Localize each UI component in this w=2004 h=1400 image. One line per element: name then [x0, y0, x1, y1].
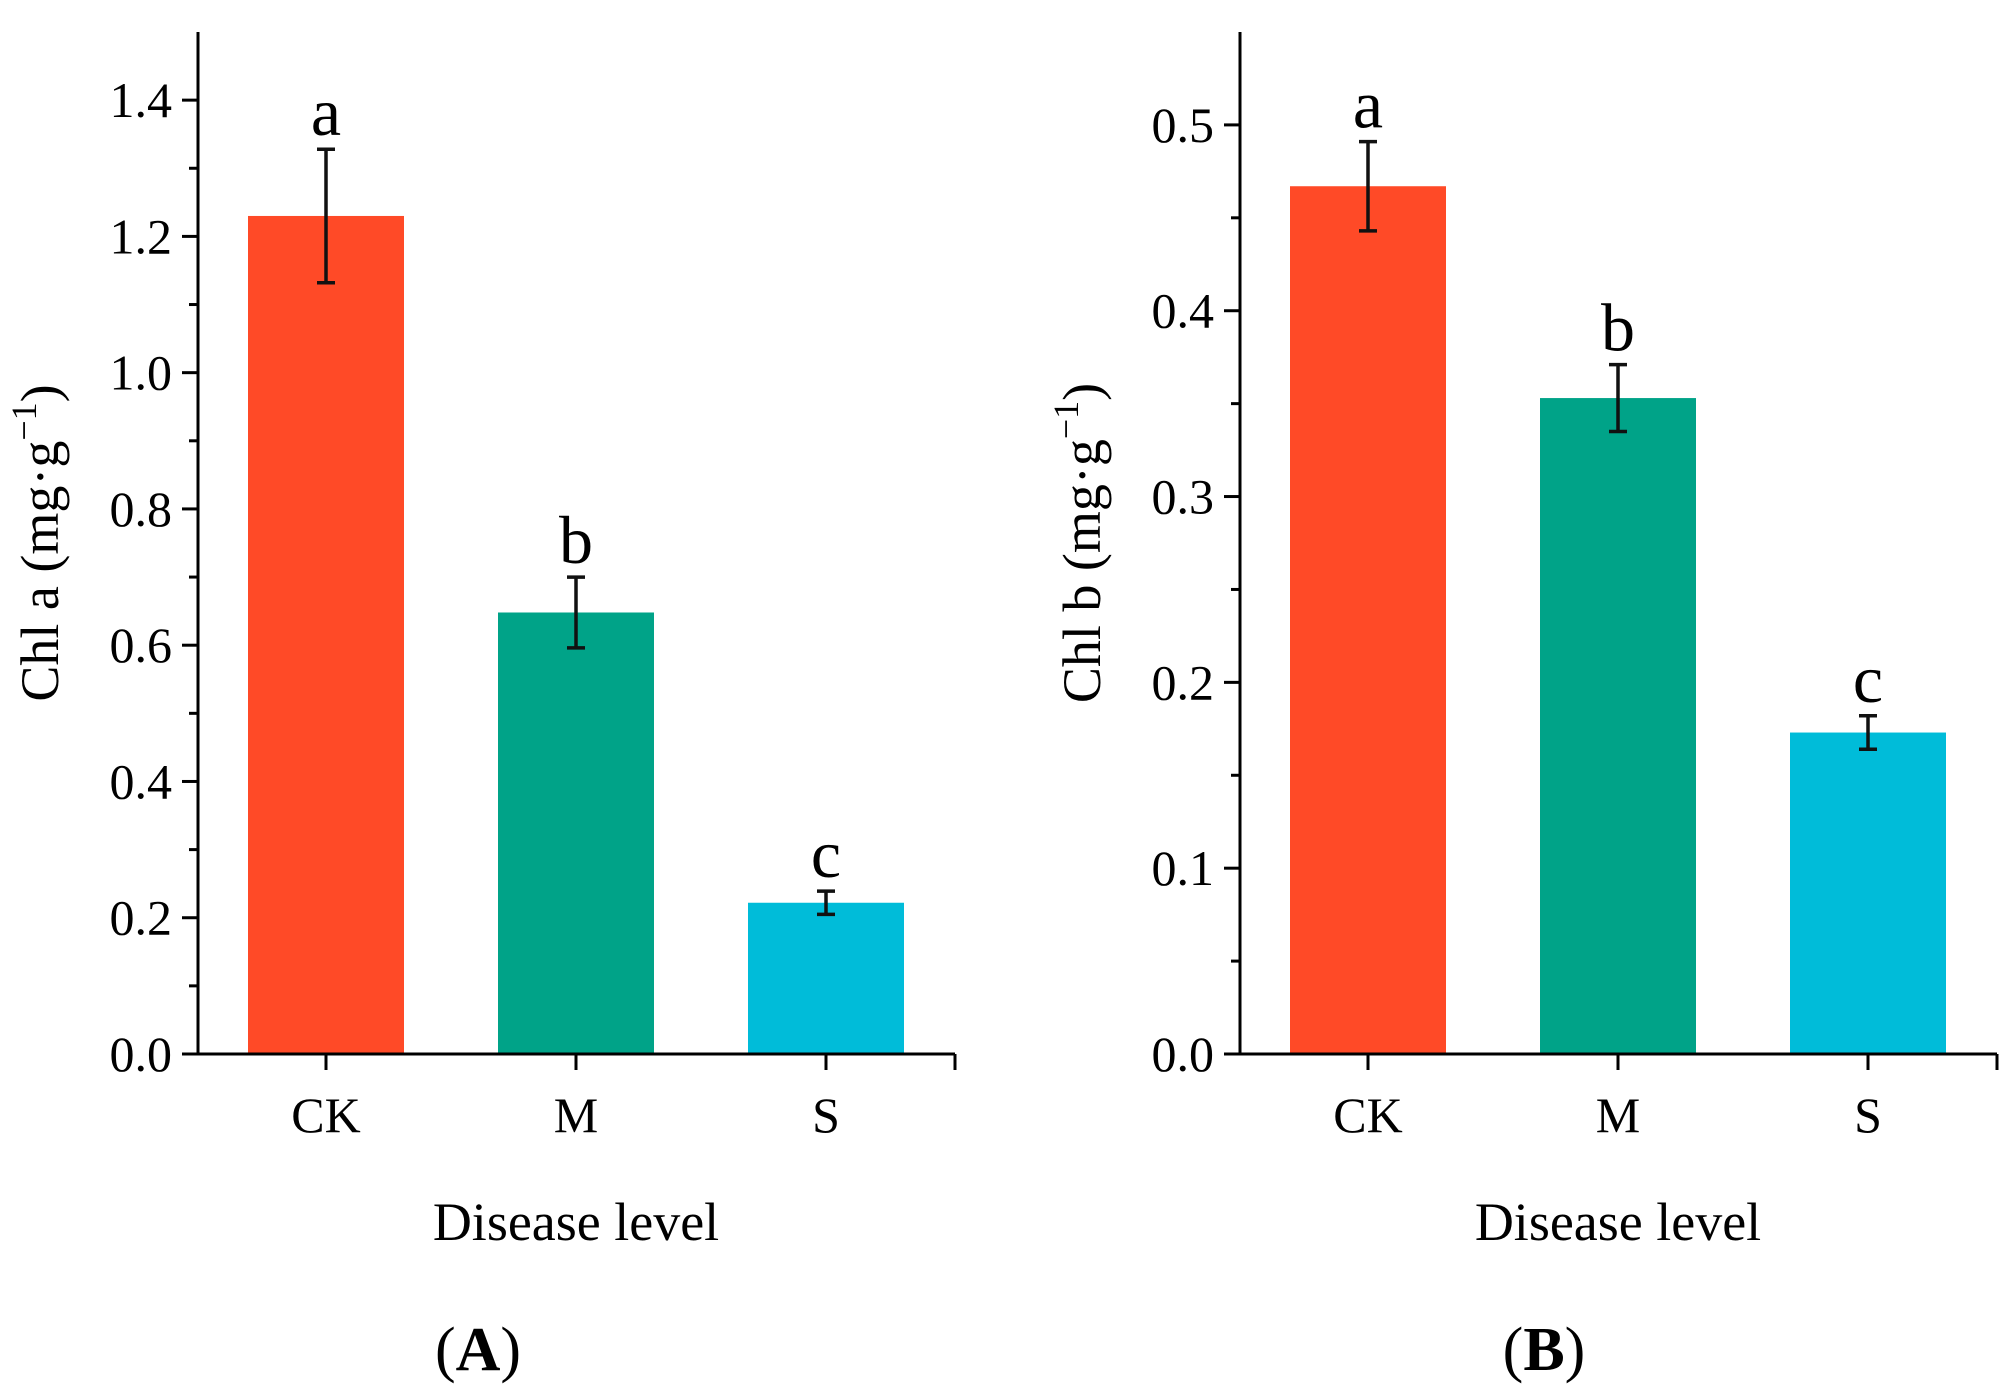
- bar-m: [1540, 398, 1696, 1054]
- y-tick-label: 0.0: [110, 1026, 173, 1082]
- x-tick-label-ck: CK: [1333, 1087, 1402, 1143]
- error-bar-m: [567, 575, 585, 650]
- panel-label-close-paren: ): [1565, 1316, 1586, 1384]
- bar-s: [748, 902, 904, 1054]
- x-tick-label-ck: CK: [291, 1087, 360, 1143]
- significance-letter-s: c: [1853, 641, 1883, 717]
- y-tick-label: 0.5: [1152, 97, 1215, 153]
- y-tick-label: 0.3: [1152, 469, 1215, 525]
- y-tick-label: 0.8: [110, 481, 173, 537]
- panel-label: (A): [435, 1316, 521, 1384]
- significance-letter-m: b: [559, 502, 593, 578]
- y-axis-title-superscript: −1: [4, 402, 44, 440]
- bar-ck: [1290, 186, 1446, 1054]
- error-bar-m: [1609, 362, 1627, 434]
- significance-letter-ck: a: [1353, 67, 1383, 143]
- error-bar-ck: [317, 147, 335, 285]
- error-bar-s: [817, 889, 835, 917]
- panel-label-open-paren: (: [435, 1316, 456, 1384]
- y-axis-title-main: Chl a (mg·g: [10, 441, 70, 702]
- panel-b-chart: a CK b Mc S 0.0 0.1 0.2 0.3 0.4 0.5 Chl b (mg·g−1) D…: [1046, 32, 1999, 1384]
- y-axis-title: Chl b (mg·g−1): [1046, 383, 1112, 703]
- error-bar-ck: [1359, 139, 1377, 233]
- x-tick-label-m: M: [1596, 1087, 1640, 1143]
- panel-a-chart: a CK b Mc S 0.0 0.2 0.4 0.6 0.8 1.0 1.2 1.4 Chl a (mg…: [4, 32, 957, 1384]
- y-tick-label: 1.4: [110, 72, 173, 128]
- x-axis-title: Disease level: [1475, 1192, 1761, 1252]
- bar-s: [1790, 732, 1946, 1054]
- y-tick-label: 1.2: [110, 208, 173, 264]
- bar-m: [498, 612, 654, 1054]
- bar-ck: [248, 215, 404, 1054]
- y-axis-title: Chl a (mg·g−1): [4, 384, 70, 701]
- y-tick-label: 1.0: [110, 345, 173, 401]
- significance-letter-ck: a: [311, 74, 341, 150]
- x-axis-title: Disease level: [433, 1192, 719, 1252]
- y-tick-label: 0.2: [110, 890, 173, 946]
- panel-label: (B): [1503, 1316, 1586, 1384]
- y-tick-label: 0.0: [1152, 1026, 1215, 1082]
- y-axis-title-superscript: −1: [1046, 401, 1086, 439]
- x-tick-label-m: M: [554, 1087, 598, 1143]
- y-tick-label: 0.2: [1152, 654, 1215, 710]
- x-tick-label-s: S: [812, 1087, 840, 1143]
- y-axis-title-close: ): [1052, 383, 1112, 401]
- significance-letter-s: c: [811, 816, 841, 892]
- error-bar-s: [1859, 714, 1877, 752]
- y-axis-title-main: Chl b (mg·g: [1052, 439, 1112, 703]
- y-tick-label: 0.1: [1152, 840, 1215, 896]
- panel-label-open-paren: (: [1503, 1316, 1524, 1384]
- significance-letter-m: b: [1601, 290, 1635, 366]
- y-tick-label: 0.4: [1152, 283, 1215, 339]
- y-tick-label: 0.4: [110, 753, 173, 809]
- panel-label-letter: B: [1523, 1316, 1564, 1384]
- y-axis-title-close: ): [10, 384, 70, 402]
- x-tick-label-s: S: [1854, 1087, 1882, 1143]
- y-tick-label: 0.6: [110, 617, 173, 673]
- panel-label-letter: A: [456, 1316, 501, 1384]
- panel-label-close-paren: ): [500, 1316, 521, 1384]
